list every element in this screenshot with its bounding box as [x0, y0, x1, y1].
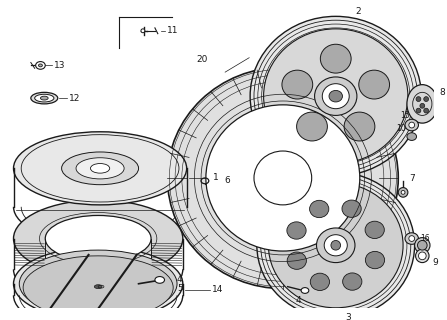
Ellipse shape: [324, 235, 347, 256]
Ellipse shape: [416, 108, 421, 113]
Text: 16: 16: [420, 234, 430, 243]
Ellipse shape: [418, 252, 426, 260]
Ellipse shape: [287, 222, 306, 239]
Ellipse shape: [320, 44, 351, 73]
Ellipse shape: [424, 97, 429, 101]
Ellipse shape: [329, 91, 342, 102]
Text: 5: 5: [177, 284, 183, 293]
Ellipse shape: [322, 84, 349, 109]
Text: 11: 11: [168, 26, 179, 35]
Ellipse shape: [36, 61, 45, 69]
Ellipse shape: [416, 249, 429, 263]
Ellipse shape: [331, 240, 341, 250]
Ellipse shape: [168, 67, 398, 289]
Ellipse shape: [409, 122, 415, 128]
Ellipse shape: [76, 158, 124, 179]
Text: 10: 10: [396, 124, 406, 133]
Ellipse shape: [287, 252, 306, 269]
Text: 4: 4: [295, 296, 301, 305]
Ellipse shape: [155, 276, 164, 283]
Ellipse shape: [405, 119, 418, 131]
Text: 9: 9: [432, 258, 438, 267]
Text: 2: 2: [355, 7, 361, 16]
Text: 20: 20: [196, 55, 208, 64]
Ellipse shape: [359, 70, 389, 99]
Ellipse shape: [365, 252, 384, 269]
Text: 4: 4: [177, 276, 183, 284]
Text: 6: 6: [224, 176, 230, 185]
Ellipse shape: [344, 112, 375, 141]
Text: 1: 1: [213, 173, 219, 182]
Ellipse shape: [424, 108, 429, 113]
Ellipse shape: [90, 164, 110, 173]
Ellipse shape: [416, 97, 421, 101]
Ellipse shape: [282, 70, 313, 99]
Ellipse shape: [342, 200, 361, 217]
Ellipse shape: [19, 250, 177, 317]
Ellipse shape: [407, 85, 438, 123]
Ellipse shape: [310, 273, 329, 291]
Text: 15: 15: [400, 111, 410, 120]
Ellipse shape: [409, 236, 415, 241]
Ellipse shape: [407, 133, 417, 140]
Ellipse shape: [141, 29, 145, 33]
Text: 14: 14: [212, 285, 223, 294]
Ellipse shape: [268, 183, 403, 308]
Ellipse shape: [310, 200, 329, 218]
Ellipse shape: [254, 151, 312, 205]
Text: 3: 3: [346, 313, 351, 320]
Ellipse shape: [343, 273, 362, 290]
Ellipse shape: [31, 92, 58, 104]
Ellipse shape: [38, 64, 42, 67]
Ellipse shape: [40, 96, 48, 100]
Ellipse shape: [405, 233, 418, 244]
Text: 13: 13: [54, 61, 65, 70]
Ellipse shape: [264, 29, 408, 164]
Ellipse shape: [13, 132, 187, 205]
Text: 7: 7: [409, 174, 415, 183]
Ellipse shape: [401, 190, 405, 194]
Text: 8: 8: [439, 88, 445, 97]
Ellipse shape: [365, 221, 384, 238]
Ellipse shape: [257, 172, 415, 318]
Ellipse shape: [420, 103, 425, 108]
Ellipse shape: [94, 285, 102, 289]
Ellipse shape: [297, 112, 327, 141]
Ellipse shape: [13, 200, 183, 277]
Ellipse shape: [13, 247, 183, 320]
Ellipse shape: [315, 77, 357, 116]
Ellipse shape: [35, 94, 54, 102]
Ellipse shape: [415, 237, 430, 253]
Ellipse shape: [206, 105, 360, 251]
Ellipse shape: [301, 288, 309, 293]
Ellipse shape: [250, 16, 422, 176]
Ellipse shape: [23, 256, 173, 319]
Ellipse shape: [45, 215, 151, 262]
Ellipse shape: [62, 152, 139, 185]
Ellipse shape: [316, 228, 355, 263]
Text: 12: 12: [69, 94, 80, 103]
Ellipse shape: [417, 240, 427, 250]
Ellipse shape: [398, 188, 408, 197]
